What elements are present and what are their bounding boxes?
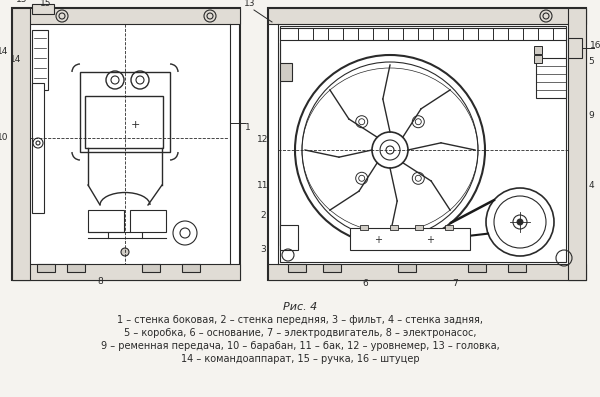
Text: 14: 14 (10, 56, 22, 64)
Bar (12, 264, 240, 280)
Bar (130, 210, 166, 232)
Text: 15: 15 (16, 0, 28, 4)
Bar (360, 225, 368, 230)
Bar (398, 264, 416, 272)
Bar (280, 26, 566, 262)
Bar (142, 264, 160, 272)
Bar (536, 58, 566, 98)
Bar (280, 225, 298, 250)
Text: 9: 9 (588, 110, 594, 119)
Text: 7: 7 (452, 279, 458, 287)
Bar (67, 264, 85, 272)
Bar (568, 38, 582, 58)
Text: 4: 4 (588, 181, 594, 189)
Circle shape (204, 10, 216, 22)
Bar (182, 264, 200, 272)
Bar (268, 264, 586, 280)
Text: 3: 3 (260, 245, 266, 254)
Text: +: + (130, 120, 140, 130)
Bar (80, 72, 170, 152)
Bar (37, 264, 55, 272)
Circle shape (56, 10, 68, 22)
Bar (288, 264, 306, 272)
Text: 6: 6 (362, 279, 368, 287)
Text: 8: 8 (97, 278, 103, 287)
Text: 14 – командоаппарат, 15 – ручка, 16 – штуцер: 14 – командоаппарат, 15 – ручка, 16 – шт… (181, 354, 419, 364)
Text: +: + (374, 235, 382, 245)
Text: 2: 2 (260, 210, 266, 220)
Bar (445, 225, 453, 230)
Text: 10: 10 (0, 133, 9, 143)
Text: 5 – коробка, 6 – основание, 7 – электродвигатель, 8 – электронасос,: 5 – коробка, 6 – основание, 7 – электрод… (124, 328, 476, 338)
Bar (12, 8, 240, 280)
Bar (534, 55, 542, 63)
Bar (268, 8, 586, 24)
Bar (12, 8, 240, 24)
Text: 15: 15 (40, 0, 52, 8)
Circle shape (540, 10, 552, 22)
Bar (468, 264, 486, 272)
Bar (32, 83, 44, 213)
Text: 1: 1 (245, 123, 251, 133)
Bar (350, 228, 470, 250)
Bar (32, 30, 48, 90)
Bar (568, 8, 586, 280)
Bar (85, 96, 163, 148)
Text: Рис. 4: Рис. 4 (283, 302, 317, 312)
Bar (12, 8, 30, 280)
Bar (268, 8, 586, 280)
Bar (390, 225, 398, 230)
Circle shape (121, 248, 129, 256)
Text: 14: 14 (0, 48, 8, 56)
Text: 5: 5 (588, 58, 594, 67)
Circle shape (517, 219, 523, 225)
Bar (323, 264, 341, 272)
Text: 9 – ременная передача, 10 – барабан, 11 – бак, 12 – уровнемер, 13 – головка,: 9 – ременная передача, 10 – барабан, 11 … (101, 341, 499, 351)
Bar (280, 63, 292, 81)
Bar (415, 225, 423, 230)
Text: 12: 12 (257, 135, 269, 145)
Text: 1 – стенка боковая, 2 – стенка передняя, 3 – фильт, 4 – стенка задняя,: 1 – стенка боковая, 2 – стенка передняя,… (117, 315, 483, 325)
Bar (88, 210, 124, 232)
Text: 16: 16 (590, 42, 600, 50)
Text: 13: 13 (244, 0, 256, 8)
Bar (508, 264, 526, 272)
Text: +: + (426, 235, 434, 245)
Bar (32, 4, 54, 14)
Bar (534, 46, 542, 54)
Text: 11: 11 (257, 181, 269, 189)
